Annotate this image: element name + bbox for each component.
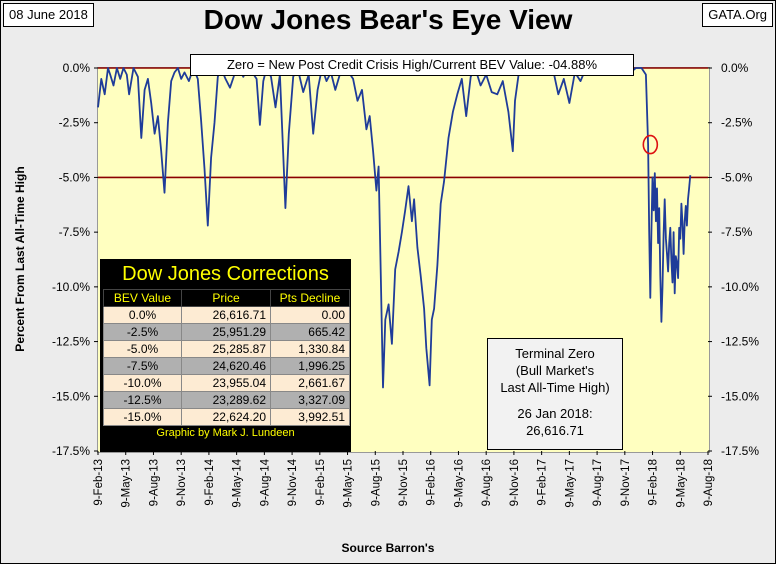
table-row: -10.0% 23,955.04 2,661.67 [103, 374, 350, 392]
x-tick-label: 9-Nov-13 [176, 459, 188, 506]
bev-cell: -15.0% [103, 408, 182, 426]
decline-cell: 665.42 [270, 323, 350, 341]
table-row: -5.0% 25,285.87 1,330.84 [103, 340, 350, 358]
terminal-zero-line4: 26 Jan 2018: [517, 406, 593, 421]
table-row: -12.5% 23,289.62 3,327.09 [103, 391, 350, 409]
price-cell: 26,616.71 [181, 306, 271, 324]
price-cell: 25,285.87 [181, 340, 271, 358]
x-tick-label: 9-Aug-16 [481, 459, 493, 506]
y-tick-label-left: -5.0% [59, 170, 91, 184]
x-tick-label: 9-Nov-16 [509, 459, 521, 506]
terminal-zero-line3: Last All-Time High) [500, 380, 610, 395]
bev-cell: -5.0% [103, 340, 182, 358]
price-cell: 22,624.20 [181, 408, 271, 426]
table-row: -15.0% 22,624.20 3,992.51 [103, 408, 350, 426]
decline-cell: 1,330.84 [270, 340, 350, 358]
decline-cell: 1,996.25 [270, 357, 350, 375]
x-axis-label: Source Barron's [341, 541, 435, 555]
y-tick-label-left: -17.5% [52, 444, 90, 458]
graphic-credit: Graphic by Mark J. Lundeen [156, 427, 295, 439]
y-axis-label: Percent From Last All-Time High [13, 166, 27, 352]
y-tick-label-right: -5.0% [721, 170, 753, 184]
header-bev-value: BEV Value [103, 289, 182, 307]
bev-cell: -12.5% [103, 391, 182, 409]
x-tick-label: 9-Nov-14 [287, 458, 299, 506]
x-tick-label: 9-Feb-14 [204, 458, 216, 505]
chart-title: Dow Jones Bear's Eye View [203, 4, 573, 35]
corrections-table-title: Dow Jones Corrections [122, 263, 329, 285]
decline-cell: 3,992.51 [270, 408, 350, 426]
decline-cell: 3,327.09 [270, 391, 350, 409]
bev-cell: -7.5% [103, 357, 182, 375]
corrections-table-header-row: BEV Value Price Pts Decline [103, 289, 350, 307]
y-tick-label-left: -15.0% [52, 389, 90, 403]
price-cell: 23,955.04 [181, 374, 271, 392]
y-tick-label-right: -17.5% [721, 444, 759, 458]
table-row: -2.5% 25,951.29 665.42 [103, 323, 350, 341]
price-cell: 24,620.46 [181, 357, 271, 375]
x-tick-label: 9-Nov-17 [620, 459, 632, 506]
x-tick-label: 9-Aug-13 [148, 459, 160, 506]
y-tick-label-right: -7.5% [721, 225, 753, 239]
terminal-zero-line5: 26,616.71 [526, 423, 584, 438]
terminal-zero-marker [642, 134, 659, 155]
y-tick-label-right: -10.0% [721, 280, 759, 294]
decline-cell: 2,661.67 [270, 374, 350, 392]
y-tick-label-left: 0.0% [63, 61, 91, 75]
x-tick-label: 9-May-13 [121, 459, 133, 508]
corrections-table-panel: Dow Jones Corrections BEV Value Price Pt… [100, 259, 351, 452]
x-tick-label: 9-Aug-18 [703, 459, 715, 506]
x-tick-label: 9-May-16 [453, 459, 465, 508]
y-tick-label-left: -12.5% [52, 335, 90, 349]
y-tick-label-left: -2.5% [59, 116, 91, 130]
source-site-label: GATA.Org [702, 3, 773, 27]
table-row: 0.0% 26,616.71 0.00 [103, 306, 350, 324]
y-tick-label-right: -12.5% [721, 335, 759, 349]
price-cell: 25,951.29 [181, 323, 271, 341]
x-tick-label: 9-Aug-15 [370, 459, 382, 506]
date-label: 08 June 2018 [3, 3, 94, 27]
header-pts-decline: Pts Decline [270, 289, 350, 307]
y-tick-label-left: -10.0% [52, 280, 90, 294]
series-line [97, 67, 692, 389]
bev-cell: -2.5% [103, 323, 182, 341]
header-price: Price [181, 289, 271, 307]
zero-note-box: Zero = New Post Credit Crisis High/Curre… [190, 54, 634, 76]
table-row: -7.5% 24,620.46 1,996.25 [103, 357, 350, 375]
decline-cell: 0.00 [270, 306, 350, 324]
x-tick-label: 9-Aug-17 [592, 459, 604, 506]
terminal-zero-box: Terminal Zero (Bull Market's Last All-Ti… [487, 338, 623, 450]
y-tick-label-right: -2.5% [721, 116, 753, 130]
x-tick-label: 9-Nov-15 [398, 459, 410, 506]
x-tick-label: 9-Feb-18 [648, 459, 660, 506]
terminal-zero-line1: Terminal Zero [515, 346, 595, 361]
x-tick-label: 9-Feb-15 [315, 459, 327, 506]
bev-cell: -10.0% [103, 374, 182, 392]
price-cell: 23,289.62 [181, 391, 271, 409]
x-tick-label: 9-Aug-14 [259, 458, 271, 506]
x-tick-label: 9-May-18 [675, 459, 687, 508]
corrections-table: BEV Value Price Pts Decline 0.0% 26,616.7… [103, 289, 350, 426]
x-tick-label: 9-Feb-13 [93, 459, 105, 506]
x-tick-label: 9-May-14 [232, 458, 244, 507]
x-tick-label: 9-Feb-16 [426, 459, 438, 506]
terminal-zero-line2: (Bull Market's [515, 363, 595, 378]
x-tick-label: 9-May-15 [343, 459, 355, 508]
y-tick-label-right: -15.0% [721, 389, 759, 403]
bev-cell: 0.0% [103, 306, 182, 324]
x-tick-label: 9-Feb-17 [537, 459, 549, 506]
x-tick-label: 9-May-17 [564, 459, 576, 508]
y-tick-label-left: -7.5% [59, 225, 91, 239]
y-tick-label-right: 0.0% [721, 61, 749, 75]
